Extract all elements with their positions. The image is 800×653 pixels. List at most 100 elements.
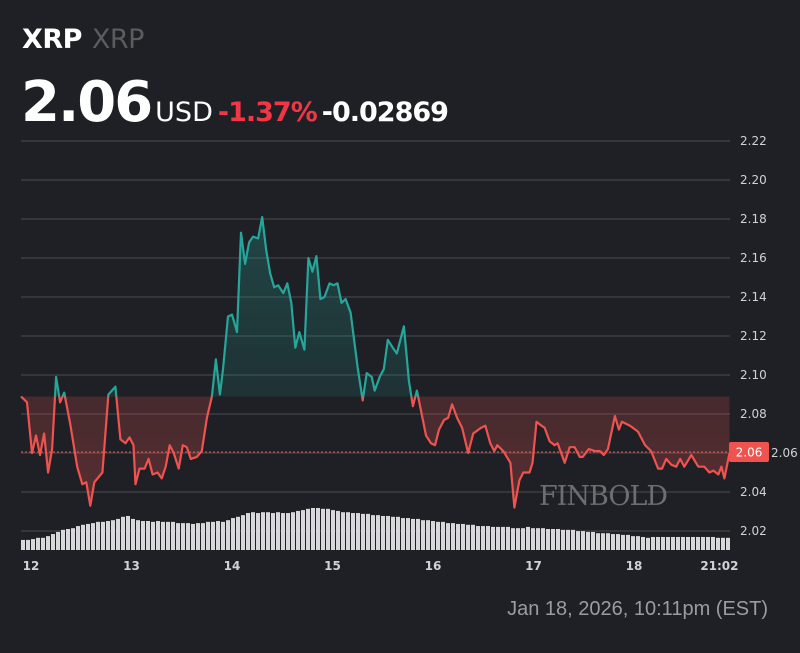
volume-bar bbox=[126, 515, 130, 550]
volume-bar bbox=[391, 516, 395, 550]
volume-bar bbox=[416, 518, 420, 550]
volume-bar bbox=[341, 512, 345, 550]
volume-bar bbox=[141, 521, 145, 550]
volume-bar bbox=[156, 521, 160, 550]
volume-bar bbox=[666, 536, 670, 550]
volume-bar bbox=[421, 520, 425, 550]
volume-bar bbox=[216, 521, 220, 550]
volume-bar bbox=[21, 539, 25, 550]
asset-symbol: XRP bbox=[22, 24, 82, 55]
volume-bar bbox=[116, 518, 120, 550]
volume-bar bbox=[431, 521, 435, 550]
volume-bar bbox=[111, 520, 115, 550]
x-tick-label: 18 bbox=[626, 559, 643, 573]
volume-bar bbox=[571, 529, 575, 550]
volume-bar bbox=[371, 515, 375, 550]
volume-bar bbox=[51, 534, 55, 550]
volume-bar bbox=[486, 526, 490, 550]
y-tick-label: 2.20 bbox=[740, 173, 767, 187]
volume-bar bbox=[276, 512, 280, 550]
watermark-logo: FINBOLD bbox=[539, 481, 667, 512]
change-percent: -1.37% bbox=[217, 97, 318, 128]
volume-bar bbox=[636, 536, 640, 550]
volume-bar bbox=[176, 523, 180, 550]
volume-bar bbox=[481, 526, 485, 550]
current-price: 2.06 bbox=[21, 70, 153, 135]
volume-bar bbox=[686, 536, 690, 550]
volume-bar bbox=[226, 520, 230, 550]
y-tick-label: 2.06 bbox=[771, 446, 798, 460]
volume-bar bbox=[641, 536, 645, 550]
volume-bar bbox=[506, 526, 510, 550]
volume-bar bbox=[476, 526, 480, 550]
volume-bar bbox=[346, 512, 350, 550]
volume-bar bbox=[101, 521, 105, 550]
asset-name: XRP bbox=[91, 24, 145, 55]
y-tick-label: 2.14 bbox=[740, 290, 767, 304]
volume-bar bbox=[656, 536, 660, 550]
volume-bar bbox=[246, 513, 250, 550]
volume-bar bbox=[31, 539, 35, 550]
volume-bar bbox=[321, 508, 325, 550]
volume-bar bbox=[71, 528, 75, 550]
current-price-tag bbox=[729, 442, 769, 463]
x-tick-label: 14 bbox=[224, 559, 241, 573]
volume-bar bbox=[716, 537, 720, 550]
volume-bar bbox=[521, 528, 525, 550]
volume-bar bbox=[66, 529, 70, 550]
volume-bar bbox=[326, 508, 330, 550]
x-tick-label: 21:02 bbox=[700, 559, 738, 573]
volume-bar bbox=[136, 520, 140, 550]
volume-bar bbox=[291, 512, 295, 550]
volume-bar bbox=[631, 536, 635, 550]
volume-bar bbox=[396, 516, 400, 550]
volume-bar bbox=[301, 510, 305, 550]
volume-bar bbox=[121, 516, 125, 550]
y-tick-label: 2.04 bbox=[740, 485, 767, 499]
volume-bar bbox=[451, 523, 455, 550]
x-tick-label: 15 bbox=[324, 559, 341, 573]
volume-bar bbox=[231, 518, 235, 550]
volume-bar bbox=[171, 521, 175, 550]
y-tick-label: 2.16 bbox=[740, 251, 767, 265]
volume-bar bbox=[186, 523, 190, 550]
volume-bar bbox=[491, 526, 495, 550]
price-points bbox=[21, 217, 730, 508]
volume-bar bbox=[441, 521, 445, 550]
volume-bar bbox=[316, 508, 320, 550]
volume-bar bbox=[541, 528, 545, 550]
volume-bar bbox=[271, 513, 275, 550]
volume-bar bbox=[516, 528, 520, 550]
volume-bar bbox=[61, 529, 65, 550]
volume-bar bbox=[401, 518, 405, 550]
volume-bar bbox=[611, 534, 615, 550]
volume-bar bbox=[536, 528, 540, 550]
volume-bar bbox=[551, 529, 555, 550]
x-tick-label: 13 bbox=[123, 559, 140, 573]
asset-header: XRP XRP bbox=[22, 24, 144, 55]
volume-bar bbox=[26, 539, 30, 550]
volume-bar bbox=[206, 521, 210, 550]
volume-bar bbox=[411, 518, 415, 550]
volume-bar bbox=[706, 536, 710, 550]
volume-bar bbox=[256, 513, 260, 550]
volume-bar bbox=[191, 523, 195, 550]
volume-bar bbox=[151, 521, 155, 550]
volume-bar bbox=[266, 512, 270, 550]
volume-bar bbox=[456, 523, 460, 550]
volume-bar bbox=[236, 516, 240, 550]
volume-bar bbox=[621, 534, 625, 550]
x-axis: 12 13 14 15 16 17 18 21:02 bbox=[23, 559, 739, 573]
y-axis: 2.02 2.04 2.06 2.08 2.10 2.12 2.14 2.16 2.18 2.20… bbox=[729, 134, 798, 538]
volume-bar bbox=[76, 526, 80, 550]
volume-bar bbox=[651, 536, 655, 550]
volume-bar bbox=[591, 531, 595, 550]
volume-bar bbox=[436, 521, 440, 550]
volume-bar bbox=[46, 536, 50, 550]
current-price-tag-label: 2.06 bbox=[736, 446, 763, 460]
volume-bar bbox=[646, 537, 650, 550]
volume-bar bbox=[311, 508, 315, 550]
volume-bar bbox=[181, 523, 185, 550]
currency: USD bbox=[155, 97, 213, 128]
